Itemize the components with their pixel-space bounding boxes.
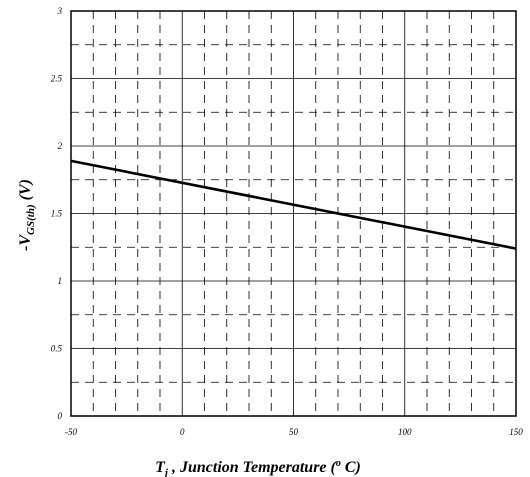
y-tick-label: 1 — [58, 276, 63, 286]
y-axis-title-rest: (V) — [17, 179, 34, 204]
x-tick-labels: -50 0 50 100 150 — [65, 427, 523, 437]
series-line — [70, 159, 517, 250]
x-axis-title-end: C) — [341, 459, 361, 476]
x-tick-label: -50 — [65, 427, 77, 437]
x-tick-label: 50 — [289, 427, 299, 437]
y-tick-label: 2 — [58, 141, 63, 151]
y-tick-label: 0 — [58, 411, 63, 421]
x-tick-label: 150 — [509, 427, 523, 437]
y-tick-label: 3 — [57, 6, 63, 16]
y-tick-label: 1.5 — [51, 209, 63, 219]
y-tick-labels: 0 0.5 1 1.5 2 2.5 3 — [51, 6, 63, 421]
x-axis-title-main: T — [155, 459, 166, 476]
x-tick-label: 0 — [180, 427, 185, 437]
x-tick-label: 100 — [398, 427, 412, 437]
x-axis-title-rest: , Junction Temperature ( — [168, 459, 338, 476]
y-tick-label: 2.5 — [51, 74, 63, 84]
y-axis-title-main: -V — [17, 234, 34, 251]
plot-frame — [70, 10, 517, 417]
y-axis-title-sub: GS(th) — [25, 204, 37, 235]
x-axis-title-sub: j — [163, 467, 169, 477]
y-tick-label: 0.5 — [51, 344, 63, 354]
y-axis-title: -VGS(th) (V) — [17, 179, 37, 251]
x-axis-title-sup: o — [336, 458, 341, 469]
x-axis-title: Tj , Junction Temperature (o C) — [155, 458, 361, 477]
series-layer — [70, 159, 517, 250]
